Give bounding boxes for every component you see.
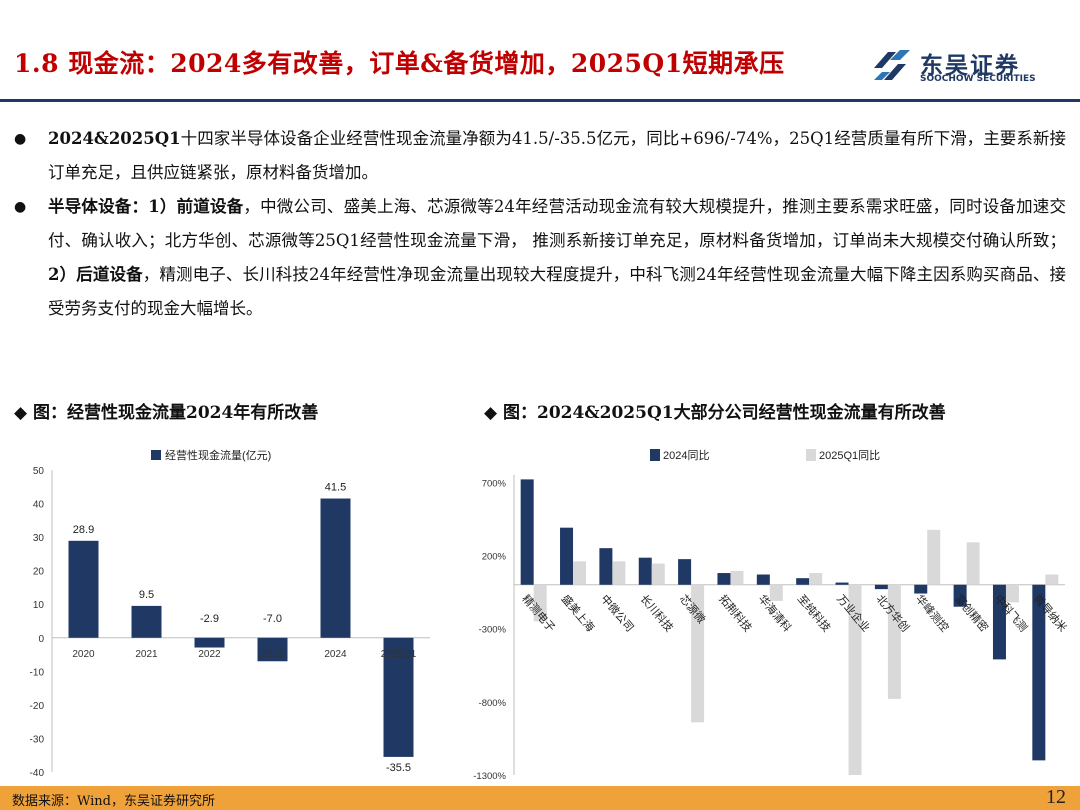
x-tick-label: 中微公司 [598, 592, 637, 635]
x-tick-label: 盛美上海 [559, 592, 598, 635]
bar [887, 584, 901, 699]
bullet-dot-icon: ● [14, 199, 27, 215]
x-tick-label: 2025Q1 [381, 649, 417, 660]
data-label: -35.5 [386, 762, 411, 774]
legend-swatch [151, 450, 161, 460]
y-tick-label: -800% [479, 698, 507, 709]
y-tick-label: -10 [30, 667, 45, 678]
bar [131, 605, 162, 638]
bar [953, 584, 967, 607]
bar [651, 563, 665, 585]
page-number: 12 [1046, 786, 1066, 808]
bar [848, 584, 862, 775]
legend-swatch [806, 449, 816, 461]
bar [520, 479, 534, 585]
bar [599, 548, 613, 585]
bar [612, 561, 626, 585]
y-tick-label: 700% [482, 478, 507, 489]
footer-source: 数据来源：Wind，东吴证券研究所 [12, 794, 215, 809]
page-title: 1.8 现金流：2024多有改善，订单&备货增加，2025Q1短期承压 [14, 49, 785, 78]
yoy-bar-chart: 700%200%-300%-800%-1300%精测电子 盛美上海 中微公司 长川科技… [473, 449, 1070, 782]
bar [383, 637, 414, 757]
y-tick-label: -1300% [473, 771, 506, 782]
y-tick-label: 200% [482, 551, 507, 562]
y-tick-label: 20 [33, 567, 45, 578]
data-label: 9.5 [139, 589, 154, 601]
bullet-text: ，中微公司、盛美上海、芯源微等24年经营活动现金流有较大规模提升，推测主要系需求… [48, 197, 1066, 250]
bar [320, 498, 351, 638]
bar [1005, 584, 1019, 603]
bar [796, 578, 810, 585]
data-label: 41.5 [325, 482, 346, 494]
legend-label: 2024同比 [663, 449, 709, 462]
data-label: -2.9 [200, 613, 219, 625]
x-tick-label: 2024 [324, 649, 347, 660]
bar [717, 573, 731, 585]
bar [756, 574, 770, 585]
bar [691, 584, 705, 723]
bar [533, 584, 547, 622]
y-tick-label: 0 [38, 634, 44, 645]
y-tick-label: -40 [30, 768, 45, 779]
bullet-dot-icon: ● [14, 131, 27, 147]
bar [966, 542, 980, 585]
bar [835, 582, 849, 585]
x-tick-label: 2023 [261, 649, 284, 660]
logo-text-en: SOOCHOW SECURITIES [920, 74, 1036, 84]
bar [573, 561, 587, 585]
bar [874, 584, 888, 590]
x-tick-label: 2022 [198, 649, 221, 660]
bullet-text: 十四家半导体设备企业经营性现金流量净额为41.5/-35.5亿元，同比+696/… [48, 129, 1066, 182]
y-tick-label: 10 [33, 600, 45, 611]
left-chart-title: ◆ 图：经营性现金流量2024年有所改善 [14, 403, 319, 423]
x-tick-label: 2020 [72, 649, 95, 660]
bar [992, 584, 1006, 660]
bullet-bold-2: 2）后道设备 [48, 265, 143, 284]
y-tick-label: 30 [33, 533, 45, 544]
x-tick-label: 华峰测控 [913, 592, 952, 635]
bullet-bold: 半导体设备：1）前道设备 [48, 197, 244, 216]
legend-swatch [650, 449, 660, 461]
data-label: 28.9 [73, 524, 94, 536]
bar [1032, 584, 1046, 761]
x-tick-label: 2021 [135, 649, 158, 660]
logo-text-cn: 东吴证券 [920, 53, 1020, 79]
data-label: -7.0 [263, 613, 282, 625]
bar [194, 637, 225, 648]
bar [560, 527, 574, 585]
bar [1045, 574, 1059, 585]
bar [769, 584, 783, 601]
y-tick-label: 40 [33, 500, 45, 511]
logo-mark-icon [874, 50, 910, 80]
bar [927, 529, 941, 585]
x-tick-label: 富创精密 [952, 592, 991, 635]
header-divider [0, 99, 1080, 102]
bullet-item: ● 半导体设备：1）前道设备，中微公司、盛美上海、芯源微等24年经营活动现金流有… [14, 190, 1066, 326]
y-tick-label: 50 [33, 466, 45, 477]
bullet-bold: 2024&2025Q1 [48, 129, 181, 148]
bar [68, 540, 99, 638]
y-tick-label: -300% [479, 625, 507, 636]
bar [914, 584, 928, 594]
cashflow-bar-chart: 50 40 30 20 10 0 -10 -20 -30 -40 2020 28.9 2021 9.5 20… [30, 448, 430, 779]
bullet-item: ● 2024&2025Q1十四家半导体设备企业经营性现金流量净额为41.5/-3… [14, 122, 1066, 190]
bar [730, 570, 744, 585]
bullet-list: ● 2024&2025Q1十四家半导体设备企业经营性现金流量净额为41.5/-3… [14, 122, 1066, 326]
right-chart-title: ◆ 图：2024&2025Q1大部分公司经营性现金流量有所改善 [484, 403, 946, 423]
bar [678, 559, 692, 585]
legend-label: 经营性现金流量(亿元) [165, 448, 271, 462]
x-tick-label: 至纯科技 [795, 592, 834, 635]
bar [257, 637, 288, 662]
bar [638, 557, 652, 585]
y-tick-label: -30 [30, 734, 45, 745]
y-tick-label: -20 [30, 701, 45, 712]
company-logo: 东吴证券 SOOCHOW SECURITIES [870, 46, 1040, 90]
x-tick-label: 拓荆科技 [716, 592, 755, 635]
x-tick-label: 长川科技 [637, 592, 676, 635]
footer-bar: 数据来源：Wind，东吴证券研究所 12 [0, 786, 1080, 810]
bullet-text-2: ，精测电子、长川科技24年经营性净现金流量出现较大程度提升，中科飞测24年经营性… [48, 265, 1066, 318]
bar [809, 573, 823, 585]
legend-label: 2025Q1同比 [819, 449, 880, 462]
